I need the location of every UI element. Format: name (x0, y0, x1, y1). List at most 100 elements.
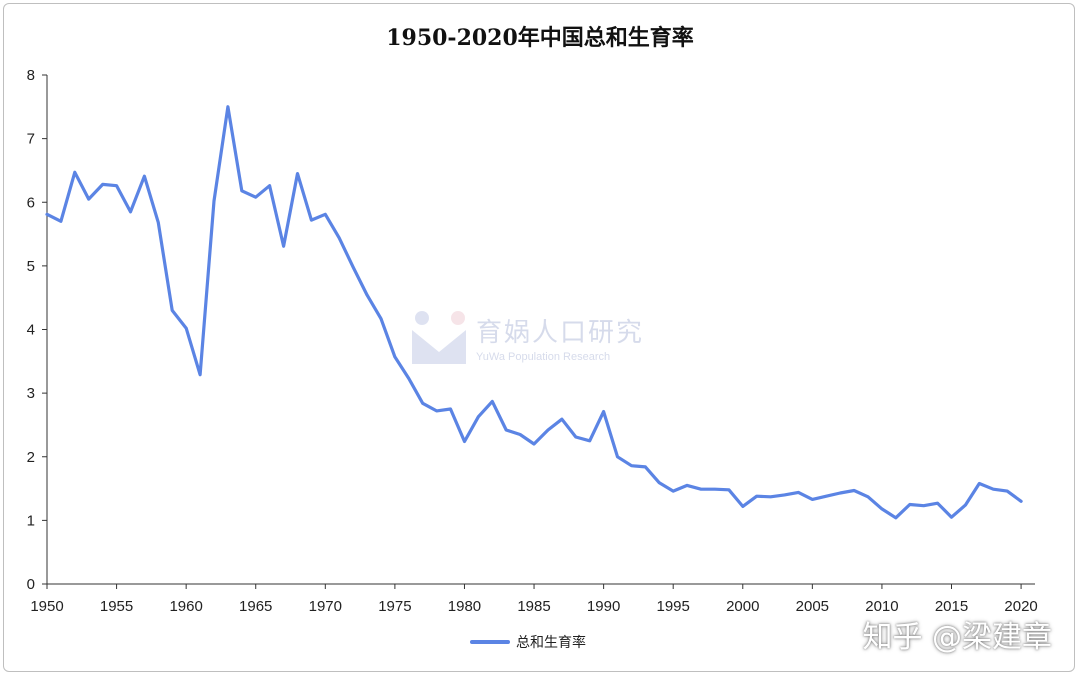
data-point (658, 481, 661, 485)
data-point (45, 213, 49, 216)
y-tick-label: 1 (27, 512, 35, 529)
data-point (699, 487, 703, 491)
x-tick-label: 1990 (587, 598, 620, 615)
data-point (602, 410, 605, 413)
data-point (324, 213, 327, 216)
data-point (310, 218, 313, 222)
x-tick-label: 1955 (100, 598, 133, 615)
x-tick-label: 2000 (726, 598, 759, 615)
data-point (727, 488, 731, 492)
data-point (546, 428, 550, 432)
data-point (894, 516, 898, 520)
data-point (240, 189, 244, 192)
x-tick-label: 1965 (239, 598, 272, 615)
data-point (407, 377, 411, 380)
data-point (338, 236, 341, 240)
attribution-watermark: 知乎 @梁建章 (862, 620, 1052, 655)
legend-swatch (470, 640, 510, 644)
legend-label: 总和生育率 (516, 635, 586, 651)
y-tick-label: 8 (27, 67, 35, 84)
data-point (685, 484, 689, 487)
series-line-fertility-rate (45, 105, 1023, 520)
data-point (421, 402, 424, 405)
x-tick-label: 1970 (309, 598, 342, 615)
data-point (282, 244, 285, 248)
data-point (852, 489, 856, 492)
data-point (505, 428, 508, 432)
x-tick-label: 2015 (935, 598, 968, 615)
x-tick-label: 1980 (448, 598, 481, 615)
data-point (560, 418, 564, 421)
data-point (296, 172, 299, 175)
data-point (184, 327, 188, 330)
data-point (379, 317, 383, 320)
data-point (978, 482, 981, 485)
data-point (616, 455, 619, 458)
data-point (644, 465, 647, 469)
y-tick-label: 4 (27, 322, 35, 339)
data-point (922, 504, 925, 507)
data-point (393, 355, 397, 359)
chart-legend: 总和生育率 (470, 632, 586, 652)
data-point (268, 184, 271, 187)
data-point (463, 440, 466, 443)
data-point (435, 409, 438, 413)
data-point (198, 373, 202, 376)
data-point (588, 439, 591, 443)
data-point (477, 415, 480, 418)
data-point (226, 105, 230, 109)
x-tick-label: 1960 (169, 598, 202, 615)
data-point (741, 505, 744, 508)
data-point (101, 183, 104, 186)
x-tick-label: 2020 (1004, 598, 1037, 615)
data-point (532, 442, 536, 446)
data-point (115, 184, 118, 187)
data-point (171, 309, 174, 312)
data-point (73, 171, 77, 174)
data-point (866, 495, 870, 499)
data-point (908, 503, 911, 506)
data-point (518, 433, 522, 436)
y-tick-label: 0 (27, 576, 35, 593)
data-point (992, 487, 995, 491)
x-tick-label: 1995 (657, 598, 690, 615)
data-point (1019, 500, 1023, 503)
x-tick-label: 2010 (865, 598, 898, 615)
data-point (880, 507, 884, 511)
data-point (574, 435, 577, 439)
x-tick-label: 1950 (30, 598, 63, 615)
data-point (964, 503, 967, 507)
data-point (769, 495, 772, 499)
chart-title: 1950-2020年中国总和生育率 (386, 25, 694, 51)
x-tick-label: 1975 (378, 598, 411, 615)
data-point (143, 174, 146, 178)
y-tick-label: 7 (27, 131, 35, 148)
chart-frame (3, 3, 1075, 672)
data-point (811, 498, 814, 501)
data-point (449, 407, 452, 411)
data-point (365, 293, 369, 297)
y-tick-label: 6 (27, 194, 35, 211)
data-point (212, 199, 216, 203)
data-point (713, 487, 717, 491)
data-point (1005, 489, 1009, 493)
data-point (630, 464, 633, 467)
data-point (254, 195, 257, 199)
y-tick-label: 3 (27, 385, 35, 402)
data-point (755, 494, 758, 498)
data-point (950, 515, 953, 519)
y-tick-label: 2 (27, 449, 35, 466)
data-point (87, 197, 90, 201)
data-point (59, 220, 63, 223)
data-point (351, 265, 355, 269)
data-point (671, 489, 675, 493)
x-tick-label: 1985 (517, 598, 550, 615)
data-point (797, 491, 800, 494)
x-tick-label: 2005 (796, 598, 829, 615)
data-point (838, 491, 842, 495)
data-point (129, 210, 132, 213)
data-point (491, 400, 494, 403)
data-point (157, 221, 160, 224)
data-point (825, 494, 828, 498)
